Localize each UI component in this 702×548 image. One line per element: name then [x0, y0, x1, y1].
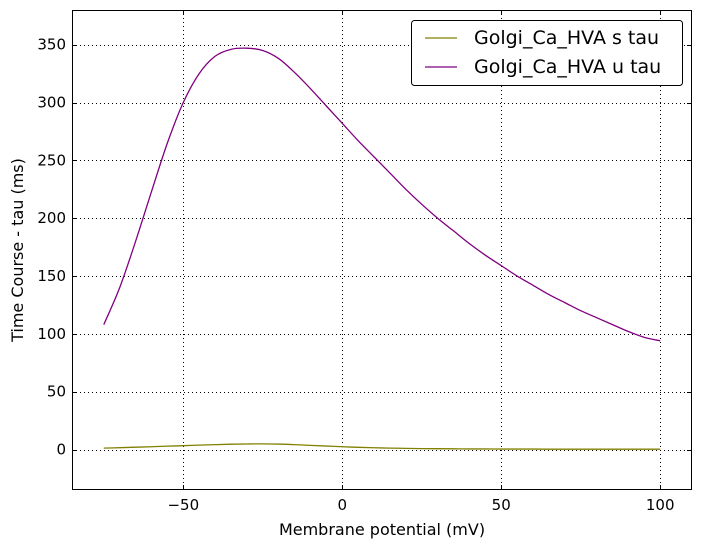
- y-tick-label: 300: [37, 94, 66, 112]
- y-tick-label: 350: [37, 36, 66, 54]
- y-axis-label: Time Course - tau (ms): [8, 158, 27, 343]
- legend-label-2: Golgi_Ca_HVA u tau: [474, 56, 661, 78]
- y-tick-label: 200: [37, 209, 66, 227]
- legend: Golgi_Ca_HVA s tau Golgi_Ca_HVA u tau: [411, 20, 683, 86]
- y-tick-label: 0: [56, 441, 66, 459]
- plot-area: [72, 10, 692, 490]
- series-lines: [103, 47, 661, 450]
- y-tick-label: 150: [37, 267, 66, 285]
- x-tick-label: 0: [337, 496, 347, 514]
- x-tick-label: 50: [492, 496, 511, 514]
- series-line-2: [103, 47, 661, 342]
- x-axis-label: Membrane potential (mV): [279, 520, 485, 539]
- legend-label-1: Golgi_Ca_HVA s tau: [474, 27, 659, 49]
- y-tick-label: 100: [37, 325, 66, 343]
- x-tick-label: −50: [167, 496, 199, 514]
- x-tick-label: 100: [646, 496, 675, 514]
- plot-frame: [72, 10, 692, 490]
- y-tick-label: 50: [47, 383, 66, 401]
- legend-box: [411, 20, 683, 86]
- axis-ticks: −50 0 50 100 0 50 100 150 200 250 300 350: [37, 10, 692, 514]
- series-line-1: [103, 443, 661, 450]
- y-tick-label: 250: [37, 151, 66, 169]
